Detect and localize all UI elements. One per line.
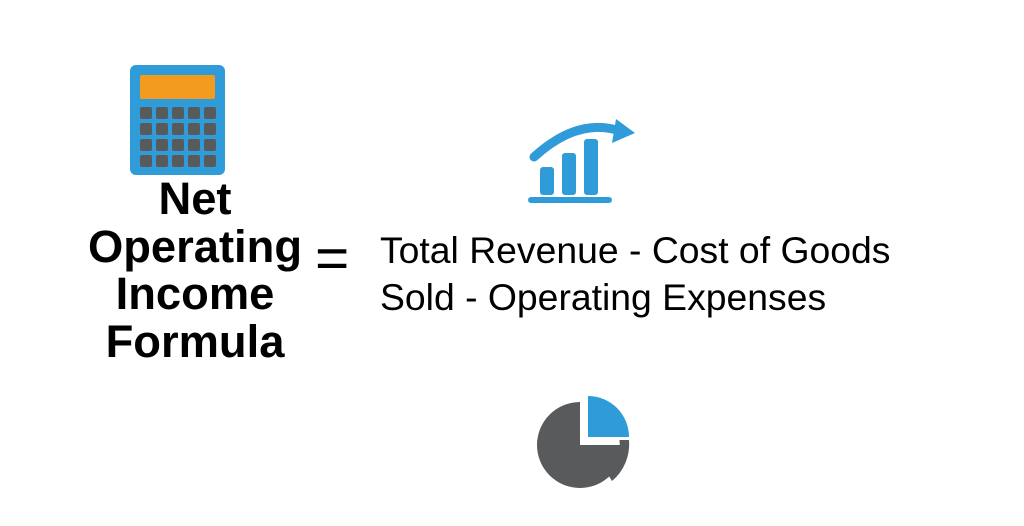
formula-title: Net Operating Income Formula xyxy=(80,175,310,365)
title-line-1: Net xyxy=(80,175,310,223)
bar-1 xyxy=(540,167,554,195)
equals-sign: = xyxy=(315,225,349,292)
formula-expression: Total Revenue - Cost of Goods Sold - Ope… xyxy=(380,227,950,320)
title-line-3: Income xyxy=(80,270,310,318)
baseline xyxy=(528,197,612,203)
pie-chart-icon xyxy=(530,390,640,500)
title-line-4: Formula xyxy=(80,318,310,366)
bar-3 xyxy=(584,139,598,195)
calculator-icon xyxy=(130,65,225,175)
formula-diagram: Net Operating Income Formula = Total Rev… xyxy=(0,0,1024,526)
pie-slice xyxy=(588,396,629,437)
arrowhead xyxy=(612,119,635,143)
bar-2 xyxy=(562,153,576,195)
bar-chart-icon xyxy=(520,115,635,210)
title-line-2: Operating xyxy=(80,223,310,271)
growth-arrow xyxy=(534,127,620,157)
